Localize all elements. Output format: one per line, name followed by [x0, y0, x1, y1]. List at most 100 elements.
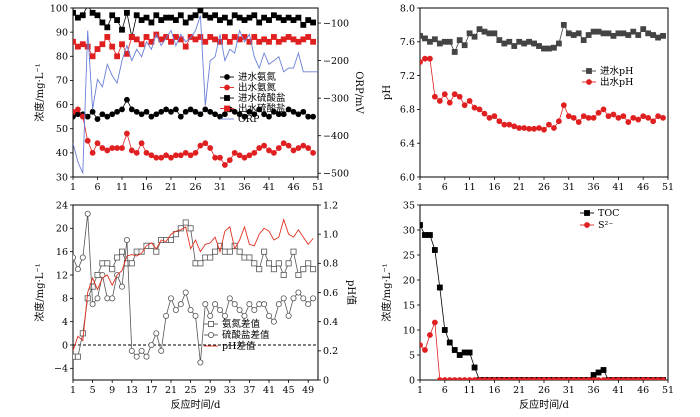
data-point — [192, 12, 199, 19]
data-point — [595, 369, 602, 376]
data-point — [138, 111, 145, 118]
data-point — [251, 149, 258, 156]
data-point — [119, 283, 126, 290]
data-point — [481, 28, 488, 35]
data-point — [163, 34, 169, 40]
data-point — [310, 295, 317, 302]
data-point — [119, 41, 125, 48]
y-tick-label: 12 — [56, 270, 68, 281]
data-point — [143, 108, 150, 115]
data-point — [148, 341, 155, 348]
data-point — [212, 301, 219, 308]
data-point — [555, 377, 562, 380]
data-point — [217, 154, 223, 161]
data-point — [177, 301, 184, 308]
data-point — [461, 377, 468, 380]
x-tick-label: 11 — [464, 182, 476, 193]
data-point — [143, 149, 150, 156]
data-point — [73, 113, 76, 120]
data-point — [575, 30, 582, 37]
data-point — [153, 12, 160, 19]
data-point — [305, 34, 312, 40]
legend-label: TOC — [598, 208, 619, 219]
data-point — [163, 14, 169, 21]
data-point — [226, 248, 233, 255]
data-point — [650, 118, 657, 125]
data-point — [630, 28, 637, 35]
data-point — [506, 121, 513, 128]
data-point — [420, 342, 423, 348]
data-point — [246, 38, 253, 45]
legend-label: 出水pH — [600, 76, 633, 88]
data-point — [231, 12, 238, 19]
data-point — [590, 372, 597, 378]
data-point — [256, 19, 263, 26]
data-point — [431, 319, 438, 326]
data-point — [153, 111, 160, 118]
data-point — [133, 12, 140, 19]
x-tick-label: 31 — [563, 182, 575, 193]
data-point — [231, 301, 238, 308]
data-point — [310, 19, 316, 26]
data-point — [192, 149, 199, 156]
y2-tick-label: 1.2 — [323, 200, 338, 211]
data-point — [226, 38, 233, 45]
data-point — [655, 34, 661, 41]
y2-tick-label: −100 — [323, 18, 349, 29]
series-line — [73, 213, 314, 363]
x-tick-label: 51 — [662, 385, 674, 396]
data-point — [89, 53, 96, 60]
data-point — [167, 236, 174, 243]
data-point — [158, 108, 165, 115]
data-point — [466, 98, 473, 104]
data-point — [246, 301, 253, 308]
data-point — [217, 17, 223, 23]
data-point — [436, 284, 443, 291]
y2-tick-label: −300 — [323, 93, 349, 104]
chart-p3: 1 5 9 13 17 21 25 29 33 37 41 45 49 −4 0 4 8 12 16 20 24 0 0.2… — [33, 200, 358, 411]
chart-p4: 1 6 11 16 21 26 31 36 41 46 5105101520253035反应时间/d… — [380, 200, 674, 411]
legend-marker — [586, 68, 592, 74]
data-point — [295, 145, 302, 151]
data-point — [221, 312, 228, 319]
series-area — [73, 210, 317, 366]
data-point — [305, 301, 312, 308]
x-tick-label: 6 — [442, 182, 448, 193]
data-point — [182, 19, 189, 26]
data-point — [640, 26, 647, 33]
data-point — [280, 295, 287, 302]
data-point — [256, 38, 263, 45]
data-point — [541, 126, 547, 133]
data-point — [109, 12, 116, 19]
data-point — [446, 377, 453, 380]
y-axis-label: 浓度/mg·L⁻¹ — [33, 263, 46, 321]
data-point — [595, 377, 602, 380]
data-point — [123, 236, 130, 243]
data-point — [290, 248, 297, 255]
data-point — [114, 53, 120, 60]
data-point — [610, 32, 617, 39]
y2-tick-label: 0.2 — [323, 346, 338, 357]
data-point — [521, 40, 528, 47]
data-point — [148, 19, 155, 26]
data-point — [270, 266, 277, 273]
data-point — [635, 32, 642, 38]
data-point — [109, 266, 116, 273]
data-point — [295, 38, 302, 45]
y2-tick-label: 1.0 — [323, 229, 338, 240]
data-point — [565, 113, 572, 120]
data-point — [207, 312, 214, 319]
series-line — [73, 221, 314, 358]
x-tick-label: 51 — [662, 182, 674, 193]
data-point — [177, 113, 184, 120]
data-point — [446, 99, 453, 106]
x-tick-label: 1 — [70, 182, 76, 193]
y-tick-label: 8 — [62, 294, 68, 305]
legend-marker — [224, 84, 230, 91]
data-point — [431, 93, 438, 100]
data-point — [595, 28, 602, 35]
data-point — [310, 113, 316, 120]
data-point — [133, 248, 140, 255]
x-tick-label: 41 — [263, 182, 275, 193]
